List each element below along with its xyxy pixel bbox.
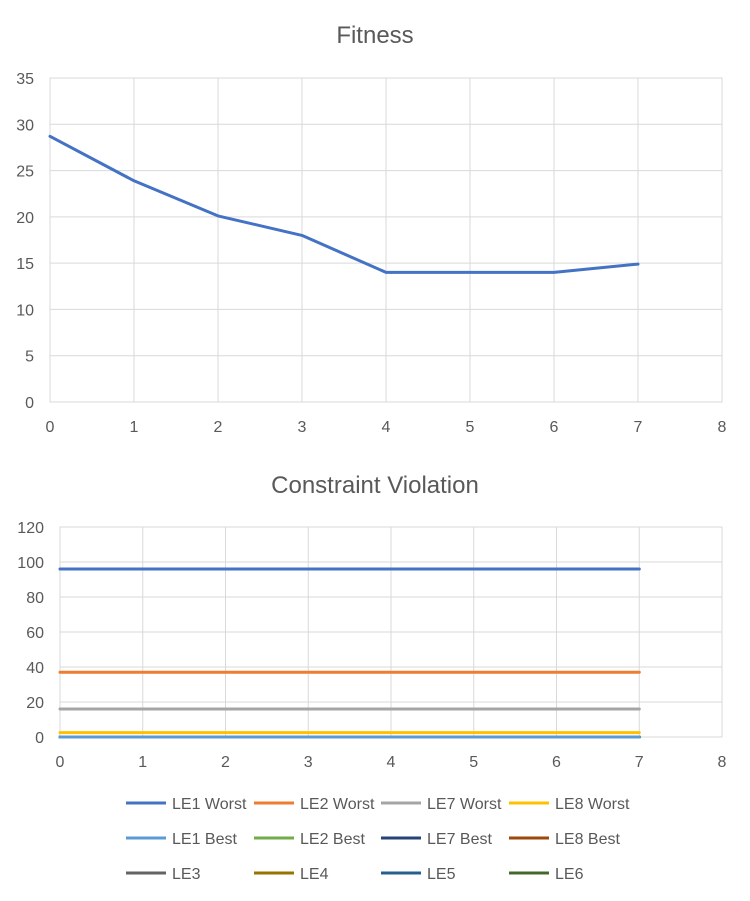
legend-label: LE3 [172, 866, 201, 883]
fitness-y-tick-label: 30 [16, 117, 34, 134]
fitness-y-tick-label: 20 [16, 210, 34, 227]
fitness-x-tick-label: 7 [634, 419, 643, 436]
legend-item-le8-worst: LE8 Worst [509, 796, 630, 813]
fitness-series-line [48, 134, 640, 274]
constraint-violation-x-tick-label: 2 [221, 754, 230, 771]
fitness-x-tick-label: 3 [298, 419, 307, 436]
legend-item-le5: LE5 [381, 866, 456, 883]
constraint-violation-gridlines [59, 526, 723, 738]
legend-item-le7-best: LE7 Best [381, 831, 492, 848]
constraint-violation-y-axis: 0 20 40 60 80 100 120 [17, 520, 44, 747]
constraint-violation-y-tick-label: 20 [26, 695, 44, 712]
fitness-x-tick-label: 2 [214, 419, 223, 436]
legend-label: LE1 Best [172, 831, 237, 848]
legend-label: LE4 [300, 866, 329, 883]
fitness-y-axis: 0 5 10 15 20 25 30 35 [16, 71, 34, 412]
legend-label: LE5 [427, 866, 456, 883]
constraint-violation-x-tick-label: 1 [138, 754, 147, 771]
constraint-violation-x-tick-label: 6 [552, 754, 561, 771]
legend-item-le4: LE4 [254, 866, 329, 883]
constraint-violation-x-tick-label: 4 [387, 754, 396, 771]
constraint-violation-x-axis: 0 1 2 3 4 5 6 7 8 [56, 754, 727, 771]
legend-label: LE1 Worst [172, 796, 247, 813]
fitness-x-tick-label: 1 [130, 419, 139, 436]
constraint-violation-y-tick-label: 0 [35, 730, 44, 747]
legend-item-le1-worst: LE1 Worst [126, 796, 247, 813]
constraint-violation-x-tick-label: 7 [635, 754, 644, 771]
constraint-violation-y-tick-label: 80 [26, 590, 44, 607]
legend-item-le3: LE3 [126, 866, 201, 883]
constraint-violation-y-tick-label: 100 [17, 555, 44, 572]
legend-label: LE6 [555, 866, 584, 883]
legend-label: LE7 Best [427, 831, 492, 848]
fitness-x-axis: 0 1 2 3 4 5 6 7 8 [46, 419, 727, 436]
legend-item-le2-best: LE2 Best [254, 831, 365, 848]
constraint-violation-legend: LE1 Worst LE2 Worst LE7 Worst LE8 Worst LE1 … [126, 796, 630, 883]
constraint-violation-x-tick-label: 3 [304, 754, 313, 771]
fitness-series [48, 134, 640, 274]
legend-label: LE2 Best [300, 831, 365, 848]
constraint-violation-series [58, 567, 641, 739]
fitness-y-tick-label: 10 [16, 302, 34, 319]
legend-label: LE8 Best [555, 831, 620, 848]
constraint-violation-chart: Constraint Violation 0 20 40 60 80 100 120 0 1 2… [17, 472, 726, 883]
legend-label: LE8 Worst [555, 796, 630, 813]
legend-label: LE2 Worst [300, 796, 375, 813]
legend-item-le2-worst: LE2 Worst [254, 796, 375, 813]
legend-item-le8-best: LE8 Best [509, 831, 620, 848]
fitness-y-tick-label: 35 [16, 71, 34, 88]
fitness-y-tick-label: 25 [16, 164, 34, 181]
fitness-x-tick-label: 8 [718, 419, 727, 436]
fitness-x-tick-label: 5 [466, 419, 475, 436]
fitness-plot-area [49, 77, 723, 403]
constraint-violation-y-tick-label: 120 [17, 520, 44, 537]
fitness-chart-title: Fitness [336, 22, 413, 49]
legend-item-le1-best: LE1 Best [126, 831, 237, 848]
fitness-x-tick-label: 4 [382, 419, 391, 436]
legend-item-le7-worst: LE7 Worst [381, 796, 502, 813]
fitness-x-tick-label: 6 [550, 419, 559, 436]
fitness-y-tick-label: 5 [25, 349, 34, 366]
constraint-violation-chart-title: Constraint Violation [271, 472, 479, 499]
fitness-y-tick-label: 0 [25, 395, 34, 412]
fitness-y-tick-label: 15 [16, 256, 34, 273]
fitness-chart: Fitness 0 5 10 15 20 25 30 35 0 1 2 3 4 5 6 7 8 [16, 22, 726, 436]
constraint-violation-y-tick-label: 40 [26, 660, 44, 677]
constraint-violation-y-tick-label: 60 [26, 625, 44, 642]
legend-label: LE7 Worst [427, 796, 502, 813]
constraint-violation-x-tick-label: 5 [469, 754, 478, 771]
constraint-violation-x-tick-label: 0 [56, 754, 65, 771]
fitness-x-tick-label: 0 [46, 419, 55, 436]
constraint-violation-x-tick-label: 8 [718, 754, 727, 771]
fitness-gridlines [49, 77, 723, 403]
legend-item-le6: LE6 [509, 866, 584, 883]
